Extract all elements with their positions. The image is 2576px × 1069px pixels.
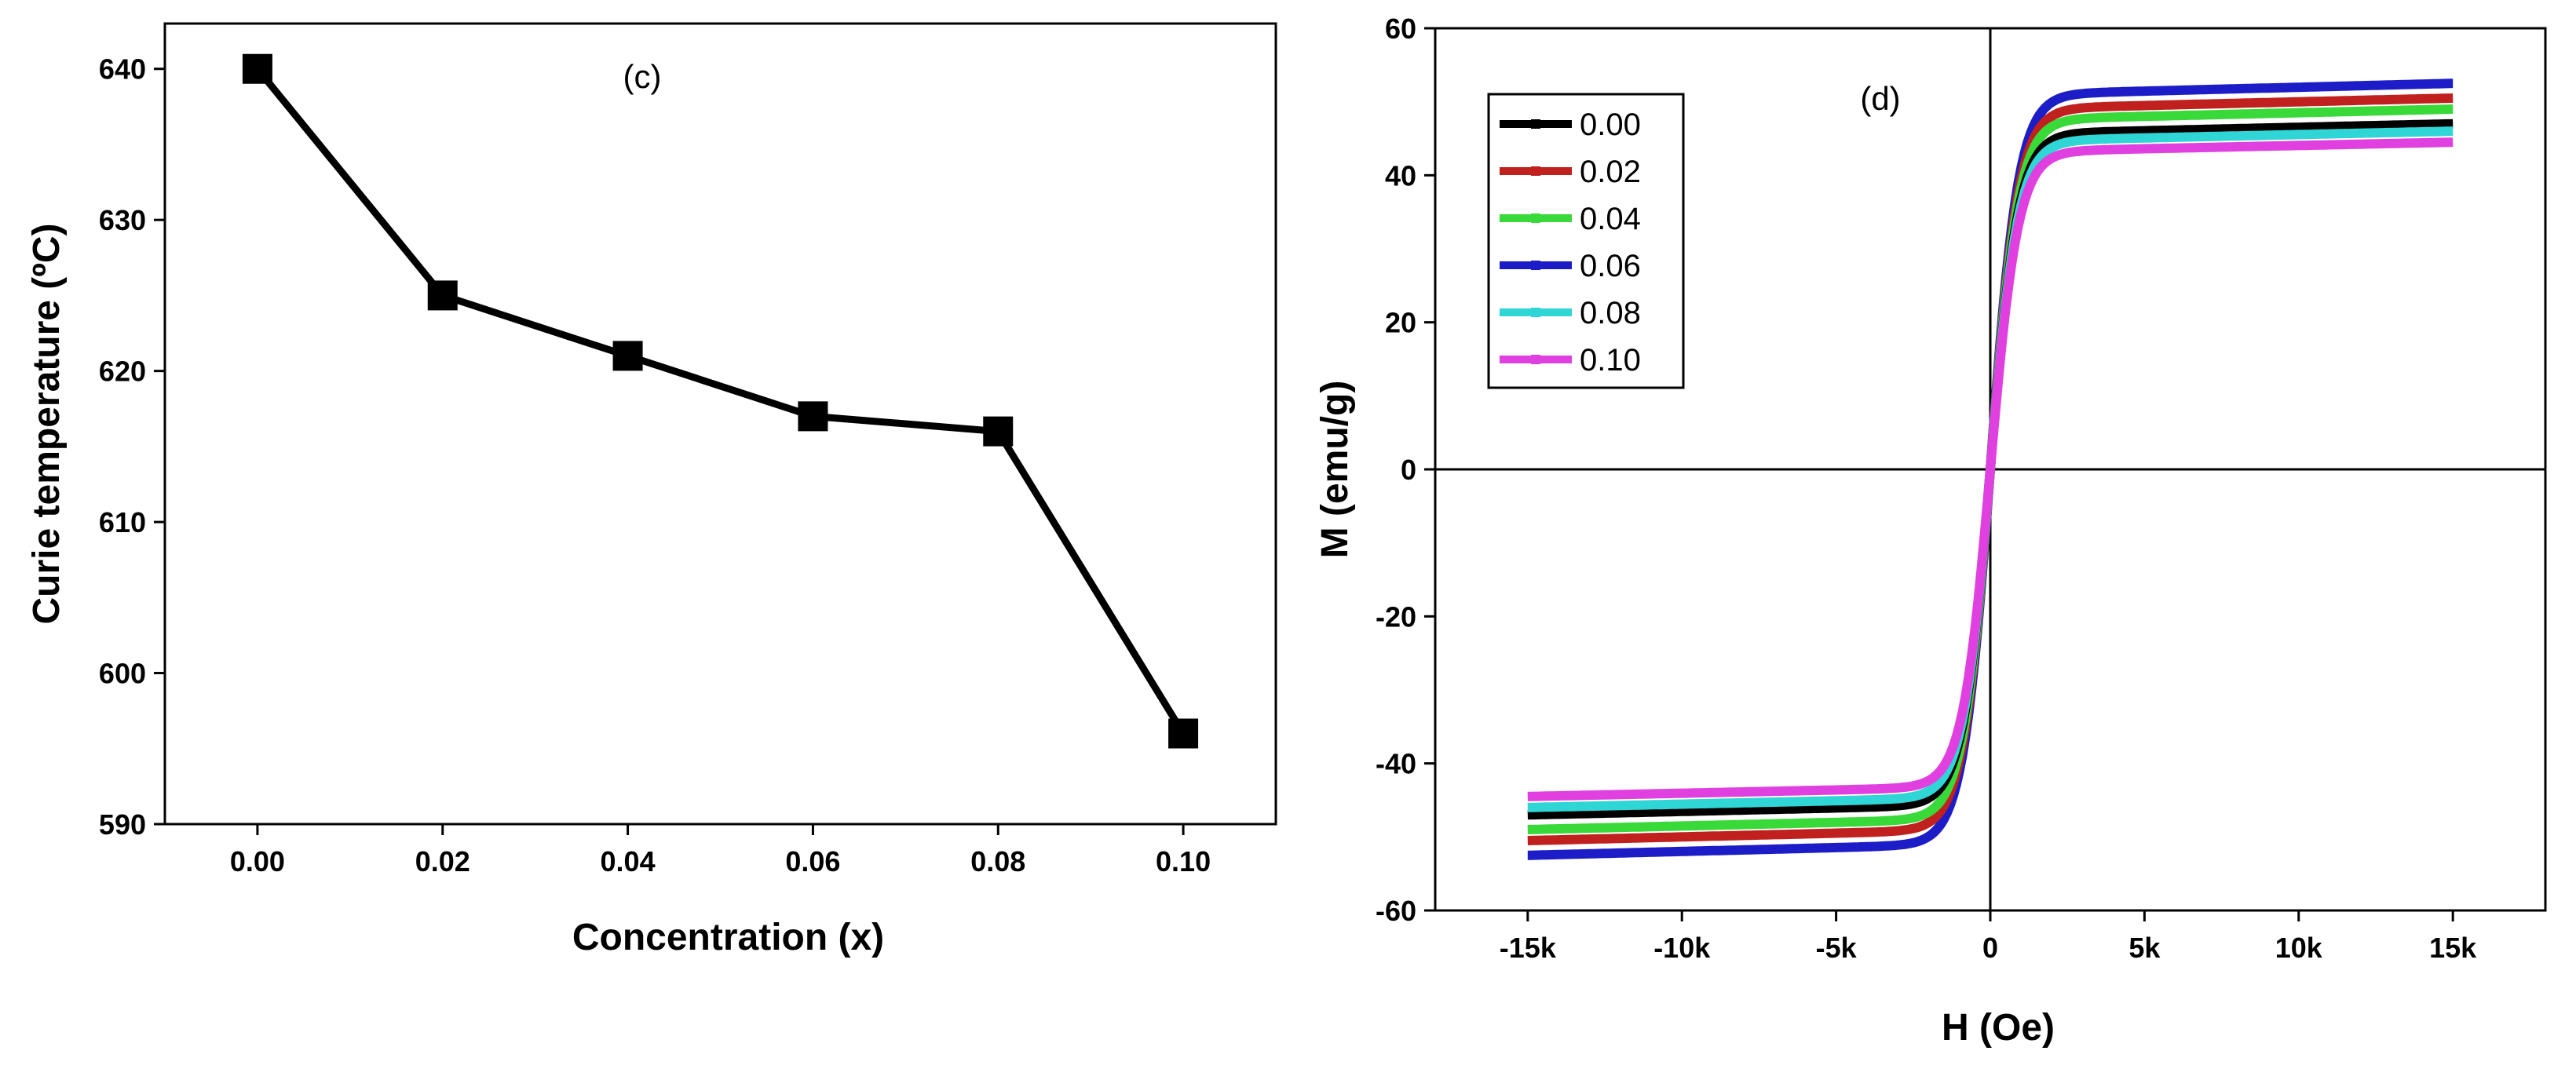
y-tick-label: 630 (99, 204, 146, 236)
plot-frame (163, 22, 1277, 826)
x-tick-label: 0.08 (970, 845, 1025, 877)
legend-box (1487, 93, 1685, 389)
curie-temperature-chart: 590 600 610 620 630 640 0.00 0.02 0.04 0.06 0.08 0.… (26, 22, 1277, 958)
y-tick-label: 610 (99, 506, 146, 538)
x-tick-label: -15k (1500, 932, 1557, 964)
x-tick-label: 0 (1982, 932, 1998, 964)
legend-label-0.00: 0.00 (1580, 108, 1641, 142)
x-axis-title: Concentration (x) (572, 917, 884, 958)
x-tick-label: 5k (2128, 932, 2161, 964)
y-tick-label: 20 (1385, 307, 1416, 339)
y-axis-title: Curie temperature (ºC) (26, 224, 68, 625)
y-axis-title: M (emu/g) (1314, 381, 1356, 559)
y-tick-label: 590 (99, 808, 146, 841)
y-tick-label: -60 (1376, 895, 1416, 927)
curie-point (427, 280, 458, 311)
x-tick-label: 0.10 (1156, 845, 1211, 877)
curie-point (798, 401, 828, 432)
legend-label-0.02: 0.02 (1580, 155, 1641, 189)
curie-point (612, 341, 643, 371)
curie-point (983, 416, 1014, 447)
x-tick-label: 10k (2275, 932, 2323, 964)
panel-tag-d: (d) (1860, 80, 1900, 117)
curie-point (242, 53, 272, 84)
y-tick-label: 40 (1385, 159, 1416, 192)
x-tick-label: 0.06 (785, 845, 840, 877)
y-tick-label: 60 (1385, 13, 1416, 45)
y-tick-label: 0 (1401, 454, 1416, 486)
x-tick-label: 0.04 (601, 845, 656, 877)
legend-marker-0.06 (1531, 261, 1540, 270)
y-tick-label: 640 (99, 53, 146, 86)
y-tick-label: -20 (1376, 600, 1416, 633)
y-tick-label: 620 (99, 356, 146, 388)
magnetization-chart: -60 -40 -20 0 20 40 60 -15k -10k -5k 0 5k 10k 15k (d) 0… (1314, 13, 2547, 1049)
legend-label-0.08: 0.08 (1580, 296, 1641, 330)
legend-marker-0.08 (1531, 308, 1540, 317)
y-tick-label: 600 (99, 658, 146, 690)
curie-point (1168, 718, 1199, 749)
legend: 0.00 0.02 0.04 0.06 0.08 0.10 (1487, 93, 1685, 389)
y-tick-label: -40 (1376, 748, 1416, 780)
legend-marker-0.02 (1531, 166, 1540, 176)
legend-label-0.10: 0.10 (1580, 343, 1641, 378)
legend-label-0.06: 0.06 (1580, 249, 1641, 283)
x-tick-label: -5k (1816, 932, 1858, 964)
x-tick-label: 0.02 (415, 845, 470, 877)
x-tick-label: 15k (2429, 932, 2477, 964)
x-axis-title: H (Oe) (1942, 1007, 2055, 1049)
panel-tag-c: (c) (623, 58, 662, 95)
series-line-0.10 (1526, 137, 2455, 801)
legend-marker-0.10 (1531, 355, 1540, 364)
legend-label-0.04: 0.04 (1580, 202, 1641, 236)
x-tick-label: 0.00 (230, 845, 285, 877)
x-tick-label: -10k (1653, 932, 1711, 964)
legend-marker-0.00 (1531, 119, 1540, 129)
legend-marker-0.04 (1531, 213, 1540, 223)
curie-line (254, 66, 1186, 735)
